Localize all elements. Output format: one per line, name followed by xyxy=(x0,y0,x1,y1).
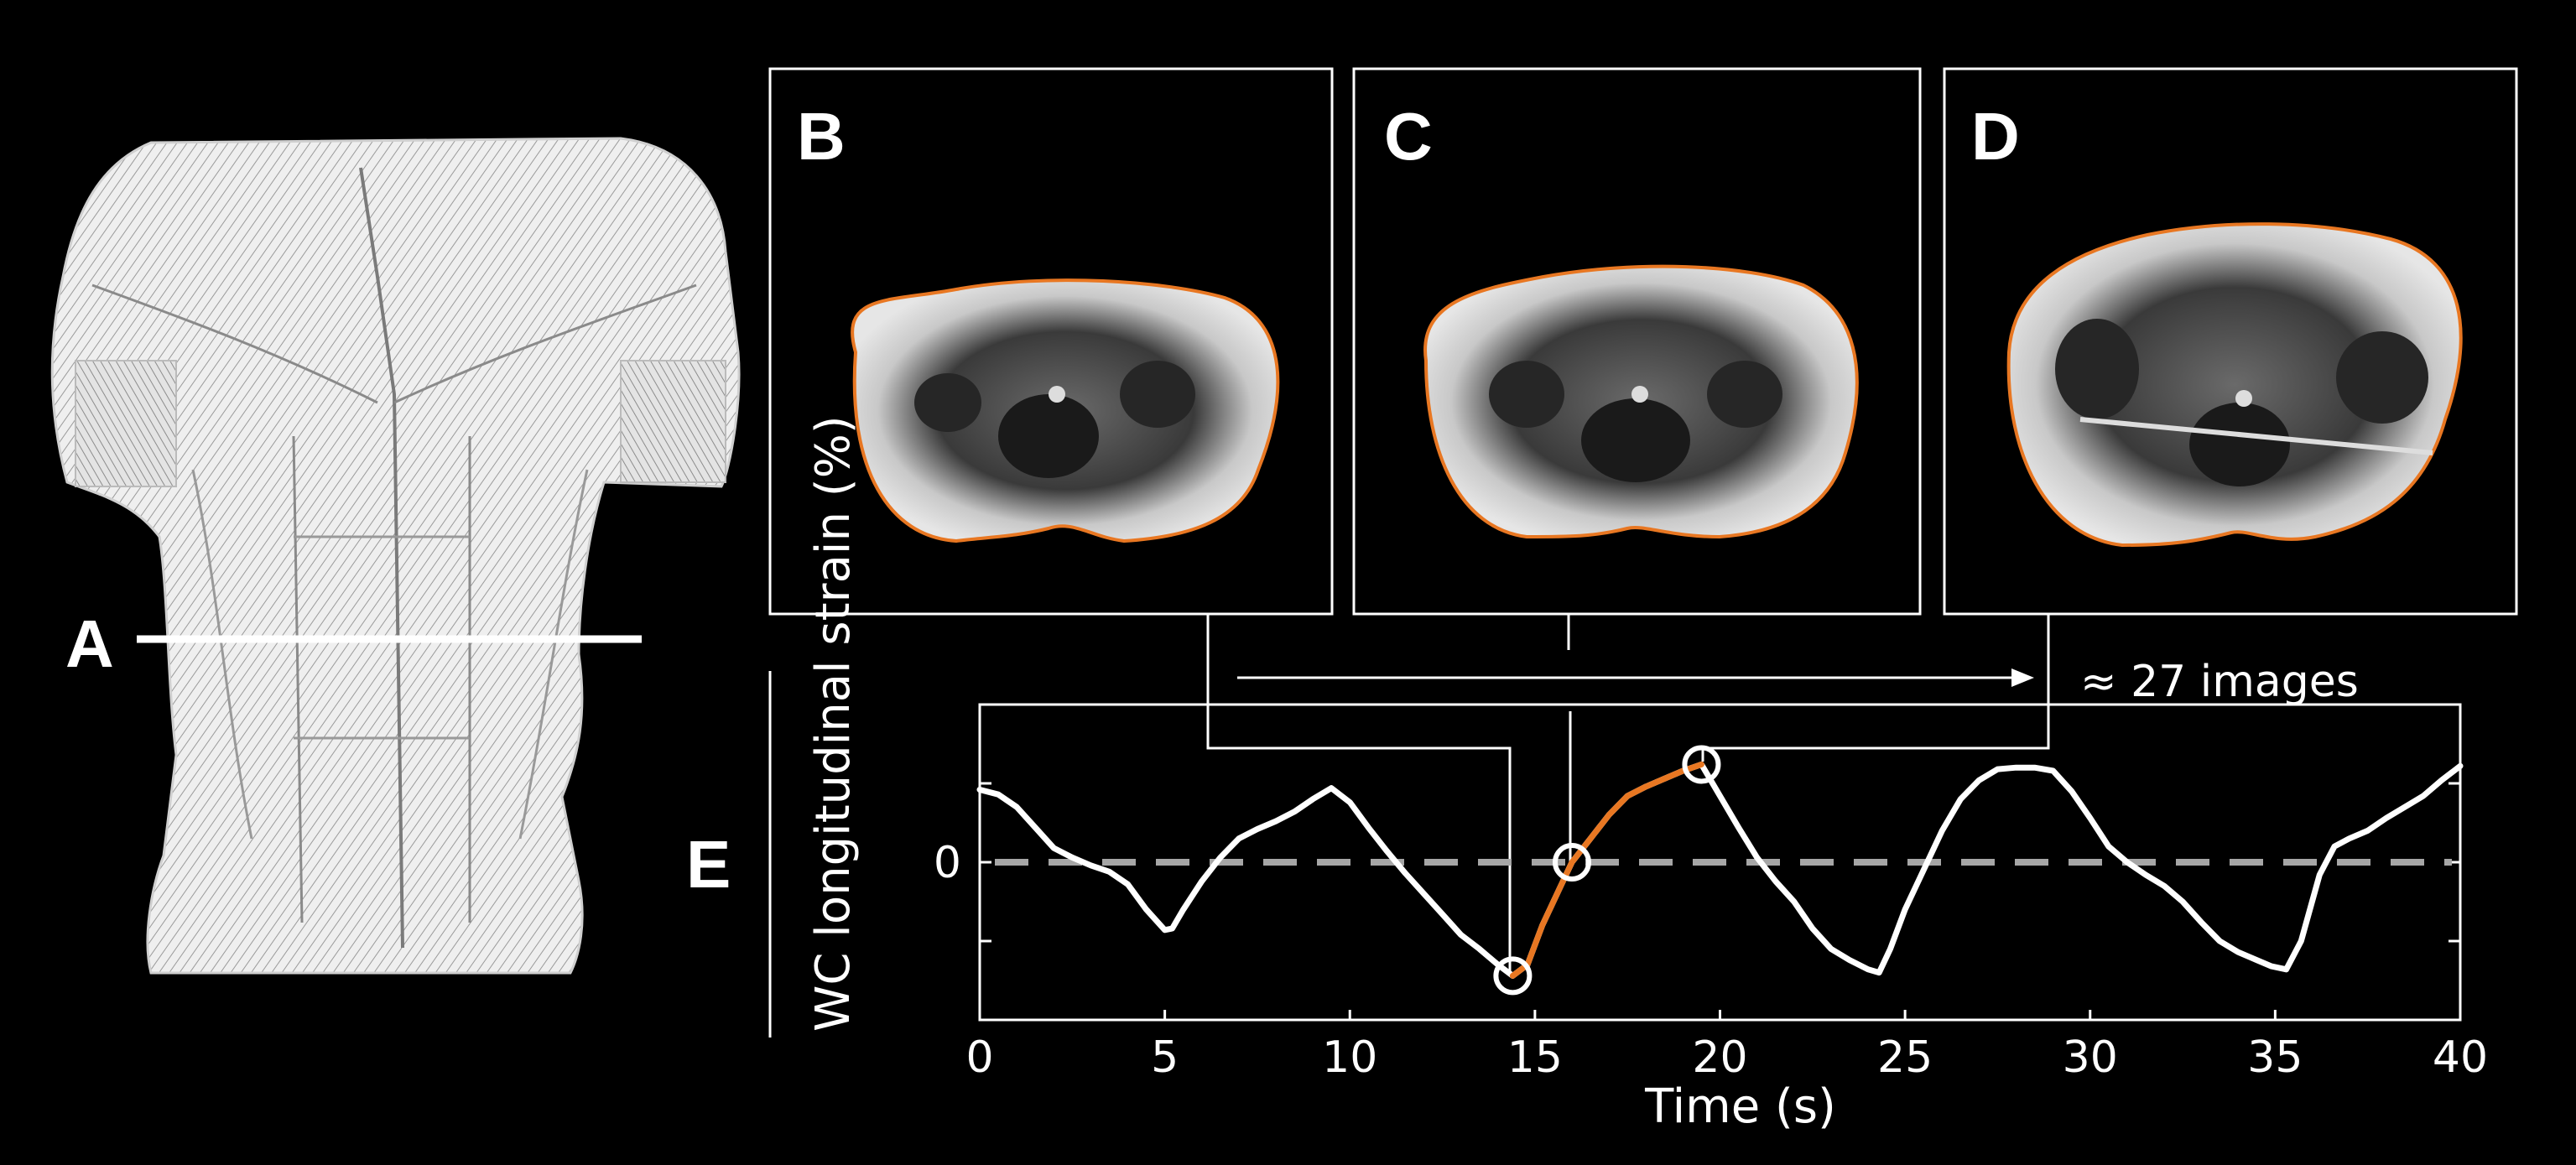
mri-image-b xyxy=(851,278,1280,543)
x-tick-label: 10 xyxy=(1322,1032,1377,1083)
strain-trace-line xyxy=(976,761,2464,979)
connector-d xyxy=(1701,614,2050,762)
x-axis-label: Time (s) xyxy=(1644,1079,1836,1134)
panel-letter-e: E xyxy=(686,827,731,902)
strain-chart: 0 0 5 10 15 20 25 30 35 40 Time (s) xyxy=(934,703,2488,1134)
y-tick-label: 0 xyxy=(934,838,961,888)
x-tick-label: 25 xyxy=(1877,1032,1933,1083)
mri-panel-c: C xyxy=(1352,67,1922,616)
x-tick-label: 35 xyxy=(2247,1032,2303,1083)
frame-marker-c xyxy=(1553,843,1591,882)
mri-image-c xyxy=(1423,264,1859,539)
connector-b xyxy=(1206,614,1512,973)
frame-marker-d xyxy=(1682,745,1721,784)
highlighted-segment-line xyxy=(1509,761,1704,979)
panel-letter-a: A xyxy=(65,606,114,681)
x-tick-label: 0 xyxy=(965,1032,993,1083)
mri-image-d xyxy=(2006,222,2463,548)
y-axis-ticks: 0 xyxy=(934,782,2460,943)
frame-markers xyxy=(1493,745,1721,996)
mri-panel-d: D xyxy=(1943,67,2518,616)
x-tick-label: 40 xyxy=(2433,1032,2488,1083)
y-axis-label: WC longitudinal strain (%) xyxy=(806,415,861,1032)
frame-marker-b xyxy=(1493,956,1533,996)
panel-letter-c: C xyxy=(1384,99,1433,174)
mri-panel-b: B xyxy=(768,67,1334,616)
x-tick-label: 30 xyxy=(2063,1032,2118,1083)
x-tick-label: 20 xyxy=(1692,1032,1747,1083)
x-axis-ticks: 0 5 10 15 20 25 30 35 40 xyxy=(965,1010,2488,1083)
image-count-annotation: ≈ 27 images xyxy=(2080,657,2359,707)
torso-illustration xyxy=(50,137,741,975)
panel-letter-b: B xyxy=(797,99,846,174)
x-tick-label: 15 xyxy=(1507,1032,1563,1083)
image-sequence-arrow xyxy=(1237,668,2034,687)
panel-letter-d: D xyxy=(1971,99,2020,174)
x-tick-label: 5 xyxy=(1151,1032,1179,1083)
